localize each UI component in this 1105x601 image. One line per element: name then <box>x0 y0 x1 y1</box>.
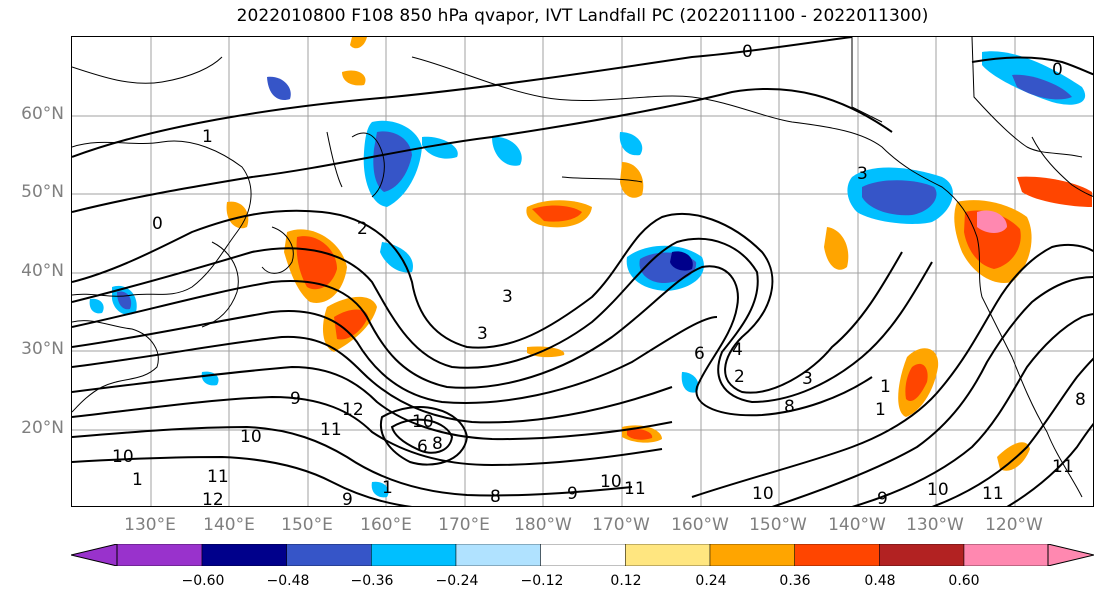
ivt-contours <box>72 37 1093 506</box>
contour-label: 10 <box>600 472 622 492</box>
contour-label: 9 <box>567 484 578 504</box>
contour-label: 3 <box>477 324 488 344</box>
contour-label: 1 <box>382 478 393 498</box>
contour-label: 11 <box>624 479 646 499</box>
contour-label: 2 <box>357 219 368 239</box>
contour-label: 9 <box>290 389 301 409</box>
lon-label-160e: 160°E <box>360 515 412 535</box>
colorbar-tick: −0.36 <box>350 573 394 589</box>
contour-label: 0 <box>1052 60 1063 80</box>
contour-label: 1 <box>132 470 143 490</box>
lon-label-140w: 140°W <box>828 515 886 535</box>
contour-label: 8 <box>1075 390 1086 410</box>
contour-label: 9 <box>877 489 888 507</box>
lon-label-170e: 170°E <box>438 515 490 535</box>
lon-label-120w: 120°W <box>985 515 1043 535</box>
colorbar-bin <box>709 544 795 566</box>
contour-label: 10 <box>927 480 949 500</box>
lon-label-170w: 170°W <box>592 515 650 535</box>
contour-label: 1 <box>202 127 213 147</box>
lat-label-60n: 60°N <box>21 104 64 124</box>
contour-label: 10 <box>112 447 134 467</box>
lon-label-130w: 130°W <box>906 515 964 535</box>
contour-label: 8 <box>432 434 443 454</box>
contour-label: 8 <box>490 487 501 507</box>
lat-label-30n: 30°N <box>21 339 64 359</box>
lon-label-140e: 140°E <box>203 515 255 535</box>
colorbar-bin <box>201 544 287 566</box>
map-svg: 0 0 1 2 3 3 3 6 4 2 3 8 9 12 11 10 10 8 … <box>72 37 1093 507</box>
contour-label: 9 <box>342 490 353 507</box>
lat-label-20n: 20°N <box>21 418 64 438</box>
colorbar-tick: −0.48 <box>266 573 310 589</box>
colorbar-left-extend <box>71 544 118 566</box>
contour-label: 6 <box>417 437 428 457</box>
colorbar-tick: 0.48 <box>864 573 896 589</box>
lon-label-130e: 130°E <box>124 515 176 535</box>
colorbar-bin <box>963 544 1049 566</box>
lat-label-40n: 40°N <box>21 261 64 281</box>
colorbar-bin <box>116 544 203 566</box>
colorbar-right-extend <box>1047 544 1094 566</box>
colorbar-bin <box>455 544 541 566</box>
contour-label: 10 <box>240 427 262 447</box>
contour-label: 11 <box>207 467 229 487</box>
contour-label: 3 <box>802 369 813 389</box>
lat-label-50n: 50°N <box>21 182 64 202</box>
colorbar-tick: −0.60 <box>181 573 225 589</box>
colorbar-bin <box>625 544 711 566</box>
contour-label: 1 <box>880 377 891 397</box>
contour-label-group: 0 0 1 2 3 3 3 6 4 2 3 8 9 12 11 10 10 8 … <box>112 42 1086 507</box>
lon-label-180w: 180°W <box>514 515 572 535</box>
contour-label: 11 <box>1052 457 1074 477</box>
contour-label: 0 <box>152 214 163 234</box>
contour-label: 10 <box>412 412 434 432</box>
colorbar <box>71 544 1094 566</box>
coastlines <box>72 37 1093 498</box>
colorbar-tick: 0.12 <box>610 573 642 589</box>
colorbar-bin <box>794 544 880 566</box>
colorbar-tick: 0.36 <box>779 573 811 589</box>
contour-label: 3 <box>857 164 868 184</box>
contour-label: 1 <box>875 400 886 420</box>
contour-label: 0 <box>742 42 753 62</box>
colorbar-tick: −0.12 <box>520 573 564 589</box>
colorbar-bin <box>371 544 457 566</box>
lon-label-150w: 150°W <box>749 515 807 535</box>
contour-label: 6 <box>694 344 705 364</box>
colorbar-bin <box>879 544 965 566</box>
map-panel: 0 0 1 2 3 3 3 6 4 2 3 8 9 12 11 10 10 8 … <box>71 36 1094 507</box>
contour-label: 3 <box>502 287 513 307</box>
contour-label: 11 <box>320 420 342 440</box>
contour-label: 4 <box>732 340 743 360</box>
colorbar-tick: −0.24 <box>435 573 479 589</box>
contour-label: 11 <box>982 484 1004 504</box>
colorbar-tick: 0.24 <box>695 573 727 589</box>
graticule <box>72 37 1093 506</box>
contour-label: 12 <box>202 490 224 507</box>
colorbar-bin <box>540 544 626 566</box>
figure-title: 2022010800 F108 850 hPa qvapor, IVT Land… <box>236 6 929 26</box>
colorbar-bin <box>286 544 372 566</box>
contour-label: 10 <box>752 484 774 504</box>
contour-label: 12 <box>342 400 364 420</box>
lon-label-160w: 160°W <box>671 515 729 535</box>
lon-label-150e: 150°E <box>281 515 333 535</box>
qvapor-shading <box>89 37 1092 498</box>
contour-label: 8 <box>784 397 795 417</box>
contour-label: 2 <box>734 367 745 387</box>
colorbar-tick: 0.60 <box>948 573 980 589</box>
